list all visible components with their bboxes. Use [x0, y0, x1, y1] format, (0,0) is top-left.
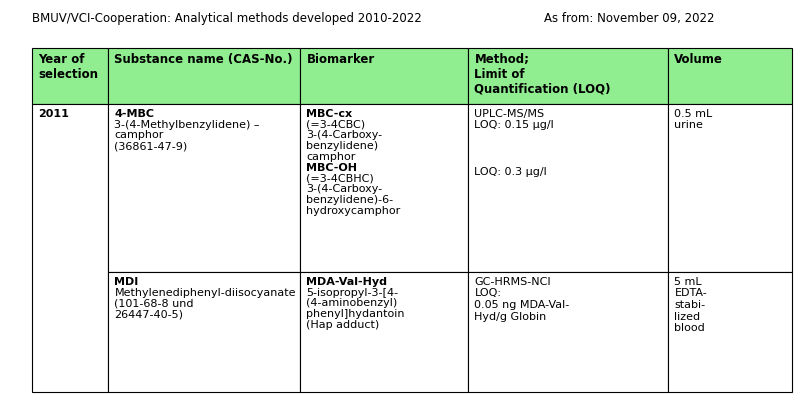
- Bar: [108, 48, 300, 104]
- Bar: [468, 104, 668, 272]
- Text: hydroxycamphor: hydroxycamphor: [306, 206, 401, 216]
- Text: benzylidene)-6-: benzylidene)-6-: [306, 195, 394, 205]
- Text: MDA-Val-Hyd: MDA-Val-Hyd: [306, 277, 387, 287]
- Text: Biomarker: Biomarker: [306, 53, 374, 66]
- Text: MBC-OH: MBC-OH: [306, 163, 358, 173]
- Text: 5 mL
EDTA-
stabi-
lized
blood: 5 mL EDTA- stabi- lized blood: [674, 277, 707, 333]
- Text: MDI: MDI: [114, 277, 138, 287]
- Text: (101-68-8 und: (101-68-8 und: [114, 298, 194, 308]
- Text: (Hap adduct): (Hap adduct): [306, 320, 380, 330]
- Text: Substance name (CAS-No.): Substance name (CAS-No.): [114, 53, 293, 66]
- Bar: [468, 272, 668, 392]
- Text: MBC-cx: MBC-cx: [306, 109, 353, 119]
- Text: 5-isopropyl-3-[4-: 5-isopropyl-3-[4-: [306, 288, 398, 298]
- Text: camphor: camphor: [114, 130, 164, 140]
- Bar: [300, 104, 468, 272]
- Text: benzylidene): benzylidene): [306, 141, 378, 151]
- Bar: [668, 48, 792, 104]
- Text: (36861-47-9): (36861-47-9): [114, 141, 188, 151]
- Text: BMUV/VCI-Cooperation: Analytical methods developed 2010-2022: BMUV/VCI-Cooperation: Analytical methods…: [32, 12, 422, 25]
- Bar: [300, 48, 468, 104]
- Text: 0.5 mL
urine: 0.5 mL urine: [674, 109, 713, 130]
- Text: Method;
Limit of
Quantification (LOQ): Method; Limit of Quantification (LOQ): [474, 53, 611, 96]
- Text: 2011: 2011: [38, 109, 70, 119]
- Text: Methylenediphenyl-diisocyanate: Methylenediphenyl-diisocyanate: [114, 288, 296, 298]
- Text: 3-(4-Carboxy-: 3-(4-Carboxy-: [306, 184, 382, 194]
- Text: 3-(4-Carboxy-: 3-(4-Carboxy-: [306, 130, 382, 140]
- Text: (4-aminobenzyl): (4-aminobenzyl): [306, 298, 398, 308]
- Bar: [668, 104, 792, 272]
- Bar: [300, 272, 468, 392]
- Text: camphor: camphor: [306, 152, 356, 162]
- Text: (=3-4CBC): (=3-4CBC): [306, 120, 366, 130]
- Text: GC-HRMS-NCI
LOQ:
0.05 ng MDA-Val-
Hyd/g Globin: GC-HRMS-NCI LOQ: 0.05 ng MDA-Val- Hyd/g …: [474, 277, 570, 322]
- Text: phenyl]hydantoin: phenyl]hydantoin: [306, 309, 405, 319]
- Text: As from: November 09, 2022: As from: November 09, 2022: [544, 12, 714, 25]
- Bar: [668, 272, 792, 392]
- Text: (=3-4CBHC): (=3-4CBHC): [306, 174, 374, 184]
- Bar: [32, 104, 108, 392]
- Bar: [32, 48, 108, 104]
- Bar: [108, 104, 300, 272]
- Text: UPLC-MS/MS
LOQ: 0.15 μg/l



LOQ: 0.3 μg/l: UPLC-MS/MS LOQ: 0.15 μg/l LOQ: 0.3 μg/l: [474, 109, 554, 177]
- Text: 4-MBC: 4-MBC: [114, 109, 154, 119]
- Bar: [108, 272, 300, 392]
- Text: Year of
selection: Year of selection: [38, 53, 98, 81]
- Text: Volume: Volume: [674, 53, 723, 66]
- Bar: [468, 48, 668, 104]
- Text: 26447-40-5): 26447-40-5): [114, 309, 183, 319]
- Text: 3-(4-Methylbenzylidene) –: 3-(4-Methylbenzylidene) –: [114, 120, 260, 130]
